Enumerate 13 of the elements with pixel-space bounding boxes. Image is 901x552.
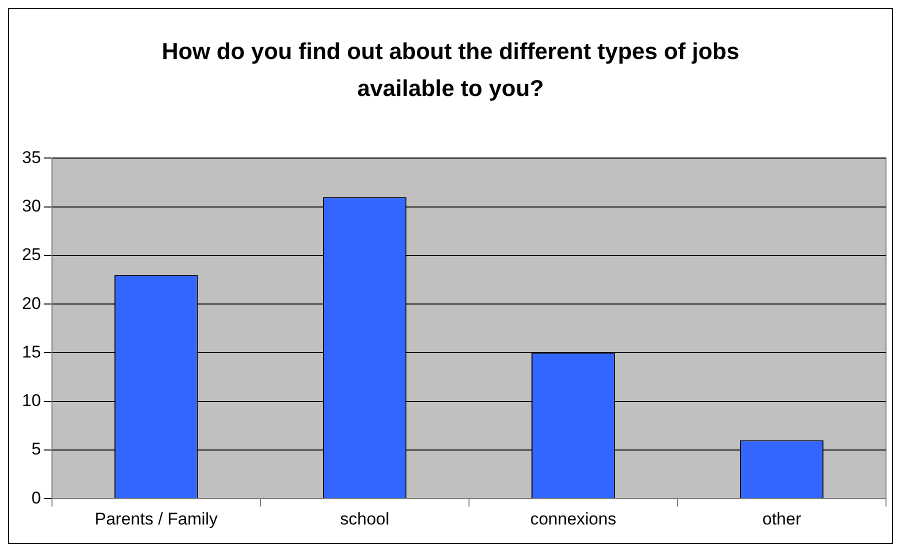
chart-title: How do you find out about the different types of jobs available to you? bbox=[160, 37, 740, 103]
x-tick-label: Parents / Family bbox=[94, 509, 218, 528]
y-tick-label: 30 bbox=[22, 196, 41, 216]
y-tick-label: 20 bbox=[22, 294, 41, 313]
x-tick-label: other bbox=[762, 509, 802, 528]
x-tick-label: school bbox=[340, 509, 390, 528]
y-tick-label: 35 bbox=[22, 148, 41, 167]
x-tick-label: connexions bbox=[530, 509, 616, 528]
y-tick-label: 5 bbox=[31, 440, 41, 459]
y-tick-label: 25 bbox=[22, 245, 41, 264]
y-tick-label: 10 bbox=[22, 391, 41, 410]
y-tick-label: 15 bbox=[22, 342, 41, 362]
y-tick-label: 0 bbox=[31, 488, 41, 508]
